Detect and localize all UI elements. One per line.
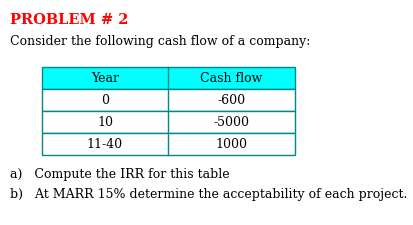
Text: 1000: 1000 bbox=[215, 138, 247, 151]
Text: Year: Year bbox=[91, 72, 119, 85]
Text: Cash flow: Cash flow bbox=[200, 72, 262, 85]
Text: 0: 0 bbox=[101, 94, 109, 107]
Text: 11-40: 11-40 bbox=[87, 138, 123, 151]
Text: -5000: -5000 bbox=[213, 116, 249, 129]
Text: -600: -600 bbox=[217, 94, 245, 107]
Text: 10: 10 bbox=[97, 116, 113, 129]
Bar bbox=[42, 68, 294, 90]
Text: PROBLEM # 2: PROBLEM # 2 bbox=[10, 13, 128, 27]
Text: Consider the following cash flow of a company:: Consider the following cash flow of a co… bbox=[10, 35, 310, 48]
Text: b)   At MARR 15% determine the acceptability of each project.: b) At MARR 15% determine the acceptabili… bbox=[10, 187, 406, 200]
Text: a)   Compute the IRR for this table: a) Compute the IRR for this table bbox=[10, 167, 229, 180]
Bar bbox=[42, 133, 294, 155]
Bar bbox=[42, 90, 294, 112]
Bar bbox=[42, 112, 294, 133]
